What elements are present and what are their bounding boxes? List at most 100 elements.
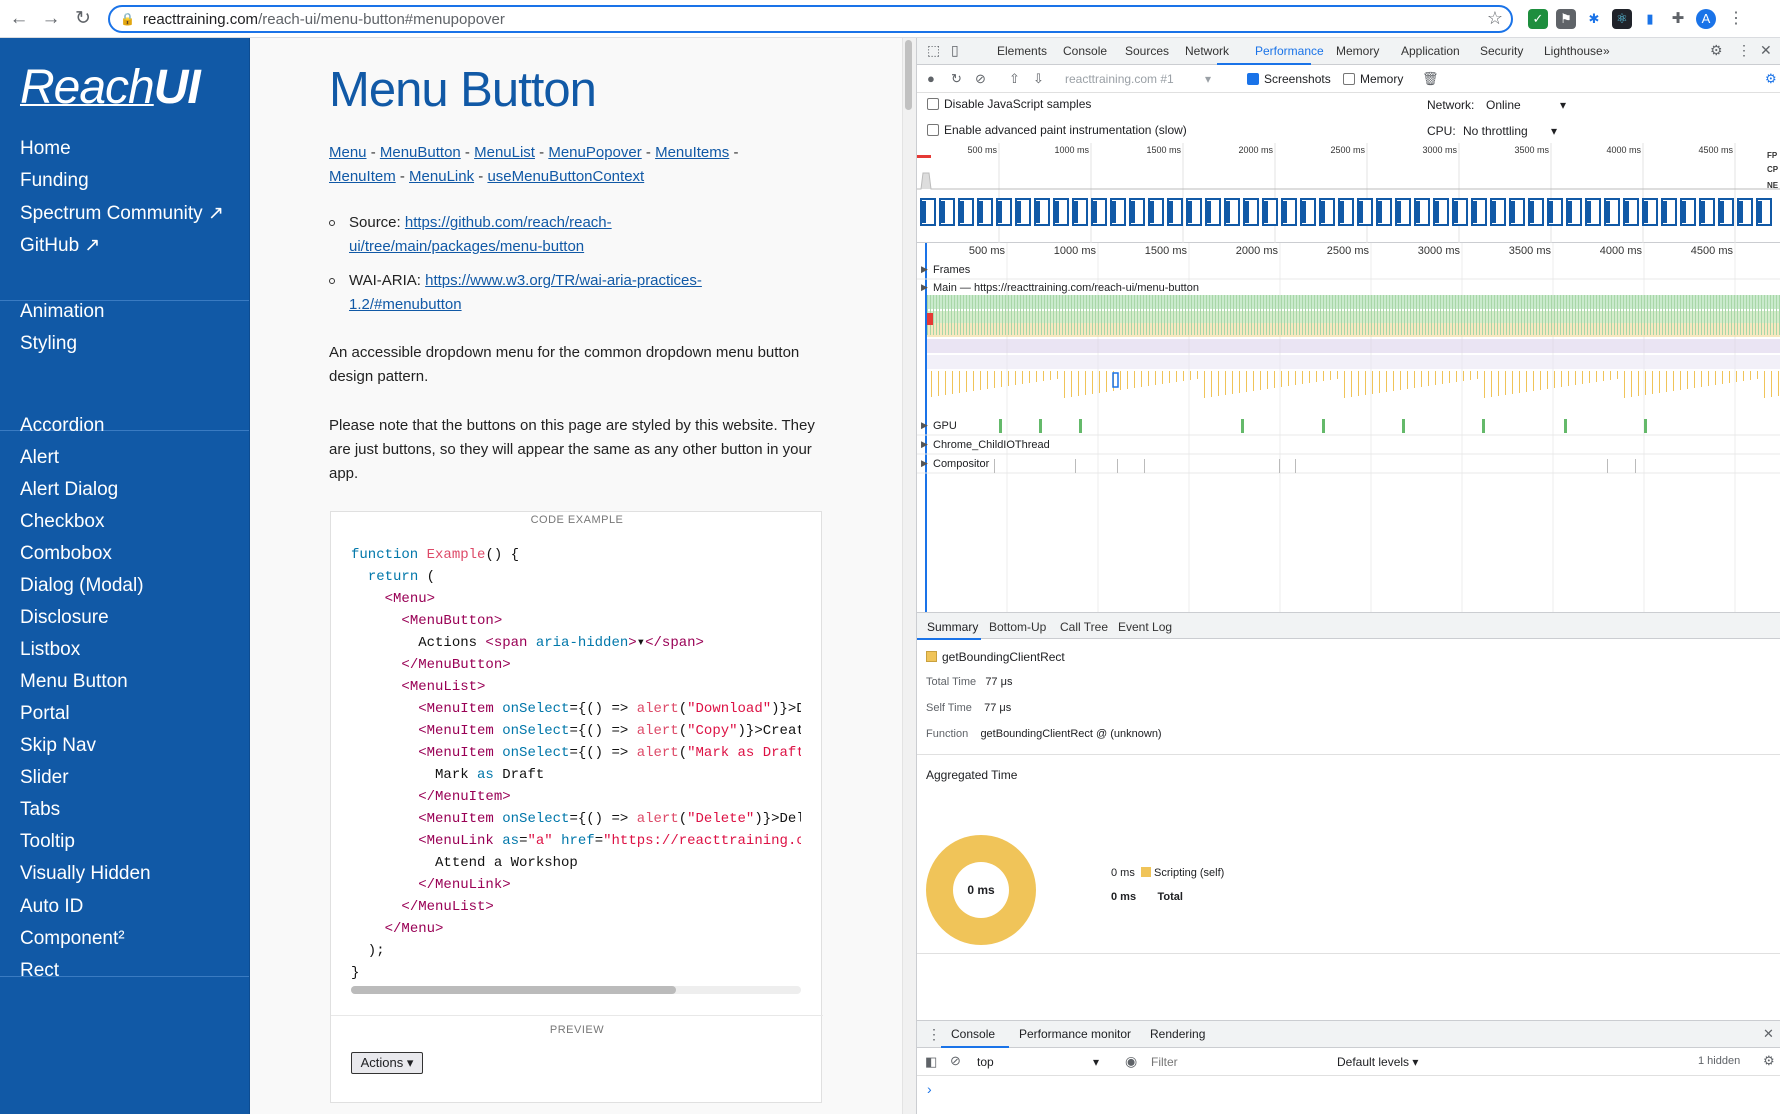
enable-paint-checkbox[interactable]: Enable advanced paint instrumentation (s… [927,123,1187,137]
memory-checkbox[interactable]: Memory [1343,72,1403,86]
component-link[interactable]: MenuPopover [548,144,642,161]
sidebar-item[interactable]: Dialog (Modal) [20,575,144,596]
source-link[interactable]: https://github.com/reach/reach-ui/tree/m… [349,214,612,255]
screenshots-checkbox[interactable]: Screenshots [1247,72,1331,86]
shield-extension-icon[interactable]: ✓ [1528,9,1548,29]
react-devtools-icon[interactable]: ⚛ [1612,9,1632,29]
devtools-menu-icon[interactable]: ⋮ [1737,42,1751,58]
sidebar-item[interactable]: Auto ID [20,896,84,917]
sidebar-item[interactable]: GitHub ↗ [20,235,101,256]
clear-console-icon[interactable]: ⊘ [950,1053,961,1068]
capture-settings-icon[interactable]: ⚙ [1765,71,1777,86]
page-scrollbar[interactable] [902,38,916,1114]
back-arrow-icon[interactable]: ← [9,8,29,29]
inspect-element-icon[interactable]: ⬚ [927,42,941,58]
aria-link[interactable]: https://www.w3.org/TR/wai-aria-practices… [349,272,702,313]
log-levels-select[interactable]: Default levels ▾ [1337,1055,1419,1069]
code-horizontal-scrollbar[interactable] [351,986,801,994]
component-link[interactable]: MenuList [474,144,535,161]
component-link[interactable]: MenuItem [329,168,396,185]
network-throttle-select[interactable]: Online ▾ [1486,98,1566,112]
details-tab[interactable]: Event Log [1118,620,1173,634]
timeline-overview[interactable]: 500 ms 1000 ms 1500 ms 2000 ms 2500 ms 3000 m… [917,143,1780,243]
sidebar-item[interactable]: Alert Dialog [20,479,119,500]
sidebar-item[interactable]: Skip Nav [20,735,97,756]
download-profile-icon[interactable]: ⇩ [1033,71,1044,86]
analytics-extension-icon[interactable]: ▮ [1640,9,1660,29]
address-bar[interactable]: 🔒 reacttraining.com/reach-ui/menu-button… [108,5,1513,33]
component-link[interactable]: MenuButton [379,144,461,161]
bookmark-star-icon[interactable]: ☆ [1486,8,1503,28]
forward-arrow-icon[interactable]: → [41,8,61,29]
drawer-tab[interactable]: Rendering [1150,1027,1206,1041]
recording-select[interactable]: reacttraining.com #1 ▾ [1065,72,1211,86]
devtools-tab[interactable]: Elements [997,44,1048,58]
sidebar-item[interactable]: Home [20,138,71,159]
extension-icon[interactable]: ⚑ [1556,9,1576,29]
close-devtools-icon[interactable]: ✕ [1760,42,1772,58]
drawer-tab[interactable]: Performance monitor [1019,1027,1132,1041]
extension-icon-2[interactable]: ✱ [1584,9,1604,29]
sidebar-item[interactable]: Styling [20,333,78,354]
details-tab[interactable]: Bottom-Up [989,620,1047,634]
details-tab[interactable]: Call Tree [1060,620,1109,634]
sidebar-item[interactable]: Accordion [20,415,105,436]
component-link[interactable]: MenuItems [655,144,730,161]
settings-gear-icon[interactable]: ⚙ [1710,42,1723,58]
close-drawer-icon[interactable]: ✕ [1763,1026,1774,1041]
devtools-tab[interactable]: Lighthouse [1544,44,1603,58]
sidebar-item[interactable]: Visually Hidden [20,863,151,884]
devtools-tab[interactable]: Security [1480,44,1524,58]
context-select[interactable]: top ▾ [977,1055,1099,1069]
sidebar-item[interactable]: Combobox [20,543,112,564]
devtools-tab[interactable]: Performance [1255,44,1324,58]
sidebar-item[interactable]: Tooltip [20,831,75,852]
sidebar-item[interactable]: Funding [20,170,89,191]
component-link[interactable]: useMenuButtonContext [487,168,645,185]
component-link[interactable]: Menu [329,144,367,161]
cpu-throttle-select[interactable]: No throttling ▾ [1463,124,1557,138]
console-filter-input[interactable] [1147,1051,1327,1073]
drawer-tab[interactable]: Console [951,1027,996,1041]
console-prompt[interactable]: › [927,1081,932,1097]
garbage-collect-icon[interactable]: 🗑 [1422,71,1439,86]
sidebar-item[interactable]: Spectrum Community ↗ [20,203,224,224]
live-expression-eye-icon[interactable]: ◉ [1125,1053,1138,1069]
reload-profile-icon[interactable]: ↻ [951,71,962,86]
page-scrollbar-thumb[interactable] [905,40,912,110]
device-toolbar-icon[interactable]: ▯ [951,42,959,58]
actions-menu-button[interactable]: Actions ▾ [351,1052,423,1074]
reload-icon[interactable]: ↻ [75,8,91,29]
sidebar-item[interactable]: Alert [20,447,60,468]
details-tab[interactable]: Summary [927,620,979,634]
upload-profile-icon[interactable]: ⇧ [1009,71,1020,86]
disable-js-samples-checkbox[interactable]: Disable JavaScript samples [927,97,1091,111]
component-link[interactable]: MenuLink [409,168,475,185]
sidebar-item[interactable]: Portal [20,703,70,724]
sidebar-item[interactable]: Slider [20,767,69,788]
console-settings-icon[interactable]: ⚙ [1763,1053,1775,1068]
reach-ui-logo[interactable]: ReachUI [20,61,201,114]
record-icon[interactable]: ● [927,71,935,86]
sidebar-item[interactable]: Rect [20,960,60,981]
devtools-tab[interactable]: Network [1185,44,1230,58]
devtools-tab[interactable]: Application [1401,44,1460,58]
sidebar-item[interactable]: Tabs [20,799,61,820]
clear-icon[interactable]: ⊘ [975,71,986,86]
sidebar-item[interactable]: Menu Button [20,671,128,692]
drawer-menu-icon[interactable]: ⋮ [927,1026,941,1042]
devtools-tab[interactable]: Console [1063,44,1108,58]
profile-avatar[interactable]: A [1696,9,1716,29]
puzzle-icon[interactable]: ✚ [1668,9,1688,29]
sidebar-item[interactable]: Checkbox [20,511,105,532]
sidebar-item[interactable]: Animation [20,301,105,322]
sidebar-item[interactable]: Listbox [20,639,81,660]
devtools-tab[interactable]: Memory [1336,44,1380,58]
menu-kebab-icon[interactable]: ⋮ [1726,9,1746,29]
devtools-tab[interactable]: » [1603,44,1610,58]
sidebar-item[interactable]: Disclosure [20,607,109,628]
sidebar-item[interactable]: Component² [20,928,125,949]
devtools-tab[interactable]: Sources [1125,44,1170,58]
flame-chart[interactable]: 500 ms 1000 ms 1500 ms 2000 ms 2500 ms 3000 m… [917,243,1780,653]
sidebar-toggle-icon[interactable]: ◧ [925,1054,938,1069]
